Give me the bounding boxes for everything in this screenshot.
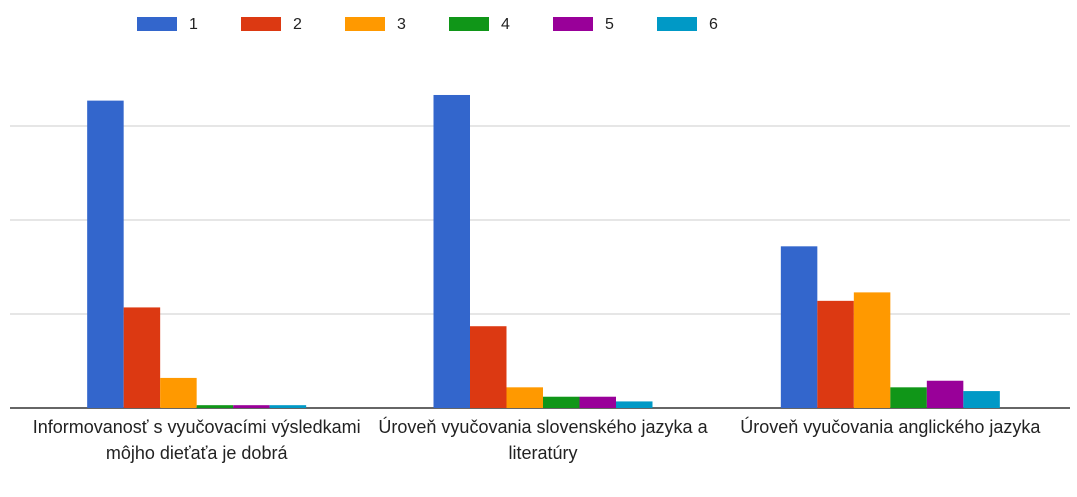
x-tick-label: Úroveň vyučovania anglického jazyka	[740, 417, 1041, 437]
x-tick-label: Informovanosť s vyučovacími výsledkami m…	[32, 417, 361, 463]
legend-swatch	[449, 17, 489, 31]
bar	[160, 377, 197, 408]
bar	[433, 94, 470, 408]
bar	[506, 387, 543, 408]
bar	[780, 246, 818, 408]
bar	[123, 307, 161, 408]
bar	[963, 391, 1000, 408]
legend-swatch	[137, 17, 177, 31]
bar	[890, 387, 927, 408]
bar	[233, 405, 270, 408]
bar	[269, 405, 307, 408]
bar	[470, 326, 507, 408]
x-tick-label: Úroveň vyučovania slovenského jazyka a l…	[378, 417, 708, 463]
legend-swatch	[657, 17, 697, 31]
bar	[817, 300, 854, 408]
legend-label: 6	[709, 16, 718, 33]
bar	[926, 380, 964, 408]
legend-label: 1	[189, 16, 198, 33]
bar	[616, 401, 653, 408]
legend-swatch	[553, 17, 593, 31]
bar	[853, 292, 891, 408]
bar	[543, 396, 580, 408]
bar	[196, 405, 234, 408]
legend-label: 3	[397, 16, 406, 33]
legend-label: 2	[293, 16, 302, 33]
legend-swatch	[345, 17, 385, 31]
legend-label: 5	[605, 16, 614, 33]
legend-swatch	[241, 17, 281, 31]
bar	[87, 100, 124, 409]
bar	[579, 396, 616, 408]
legend-label: 4	[501, 16, 510, 33]
